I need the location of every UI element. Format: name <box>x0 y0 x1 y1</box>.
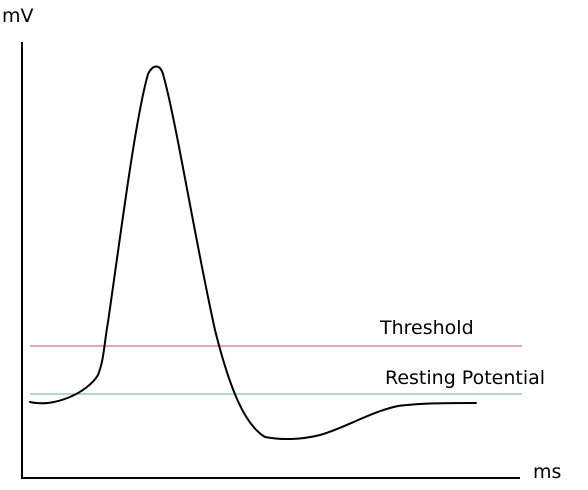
threshold-label: Threshold <box>379 317 474 339</box>
y-axis-label: mV <box>2 5 34 27</box>
action-potential-curve <box>29 65 477 441</box>
resting-potential-label: Resting Potential <box>385 367 545 389</box>
x-axis-label: ms <box>533 461 561 483</box>
